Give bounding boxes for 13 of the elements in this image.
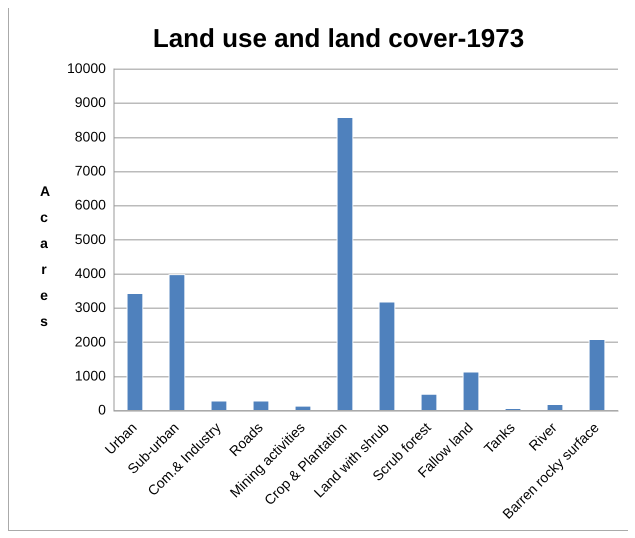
y-tick-label: 8000 — [74, 128, 106, 144]
y-tick-label: 4000 — [74, 265, 106, 282]
y-tick-label: 1000 — [74, 367, 106, 384]
y-tick-label: 9000 — [74, 94, 106, 110]
y-tick-label: 6000 — [74, 196, 106, 213]
y-tick-label: 5000 — [74, 230, 106, 247]
y-tick-label: 7000 — [74, 162, 106, 179]
y-tick-label: 2000 — [74, 333, 106, 350]
y-tick-label: 10000 — [66, 60, 106, 76]
y-tick-label: 0 — [98, 402, 106, 418]
y-tick-label: 3000 — [74, 299, 106, 316]
y-axis-title: Acares — [40, 182, 50, 331]
chart-title: Land use and land cover-1973 — [152, 22, 524, 53]
